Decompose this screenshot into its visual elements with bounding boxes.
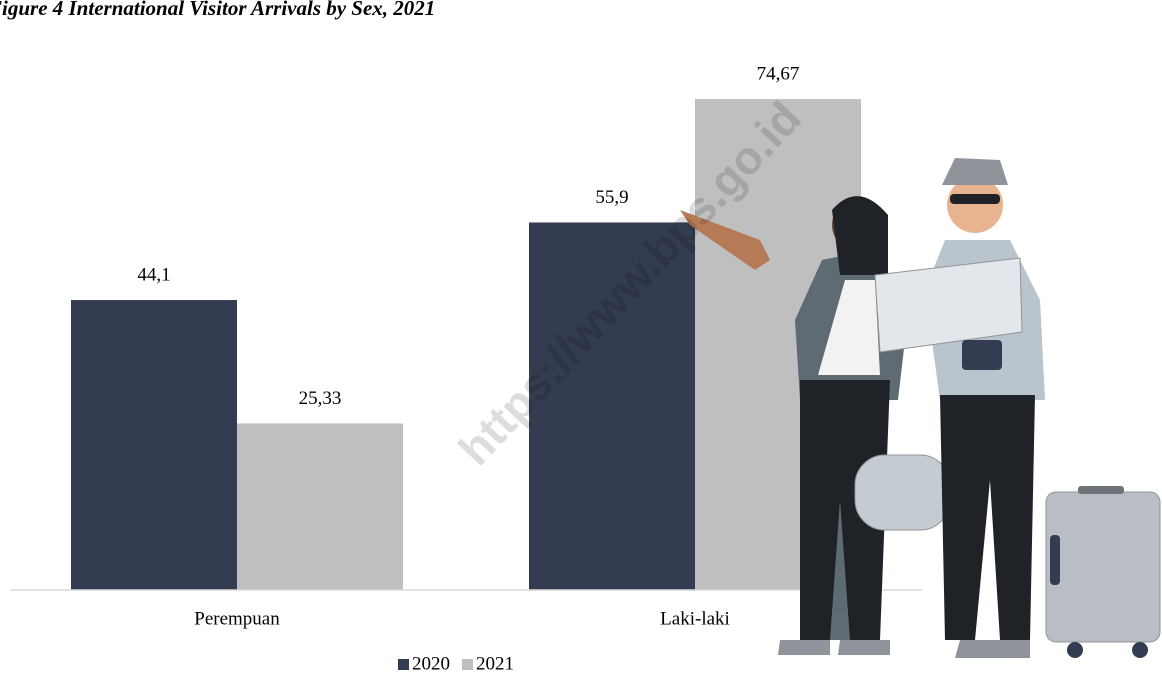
legend-swatch	[462, 659, 473, 670]
chart: Figure 4 International Visitor Arrivals …	[0, 0, 1162, 678]
chart-title: Figure 4 International Visitor Arrivals …	[0, 0, 435, 20]
bar	[237, 423, 403, 590]
x-tick-label: Perempuan	[194, 608, 280, 629]
value-label: 44,1	[137, 264, 170, 285]
legend: 2020 2021	[398, 653, 514, 674]
value-label: 55,9	[595, 187, 628, 208]
bar	[71, 300, 237, 590]
value-label: 25,33	[299, 388, 342, 409]
legend-swatch	[398, 659, 409, 670]
value-label: 74,67	[757, 63, 800, 84]
x-tick-label: Laki-laki	[660, 608, 730, 629]
legend-label: 2020	[412, 653, 450, 674]
legend-label: 2021	[476, 653, 514, 674]
